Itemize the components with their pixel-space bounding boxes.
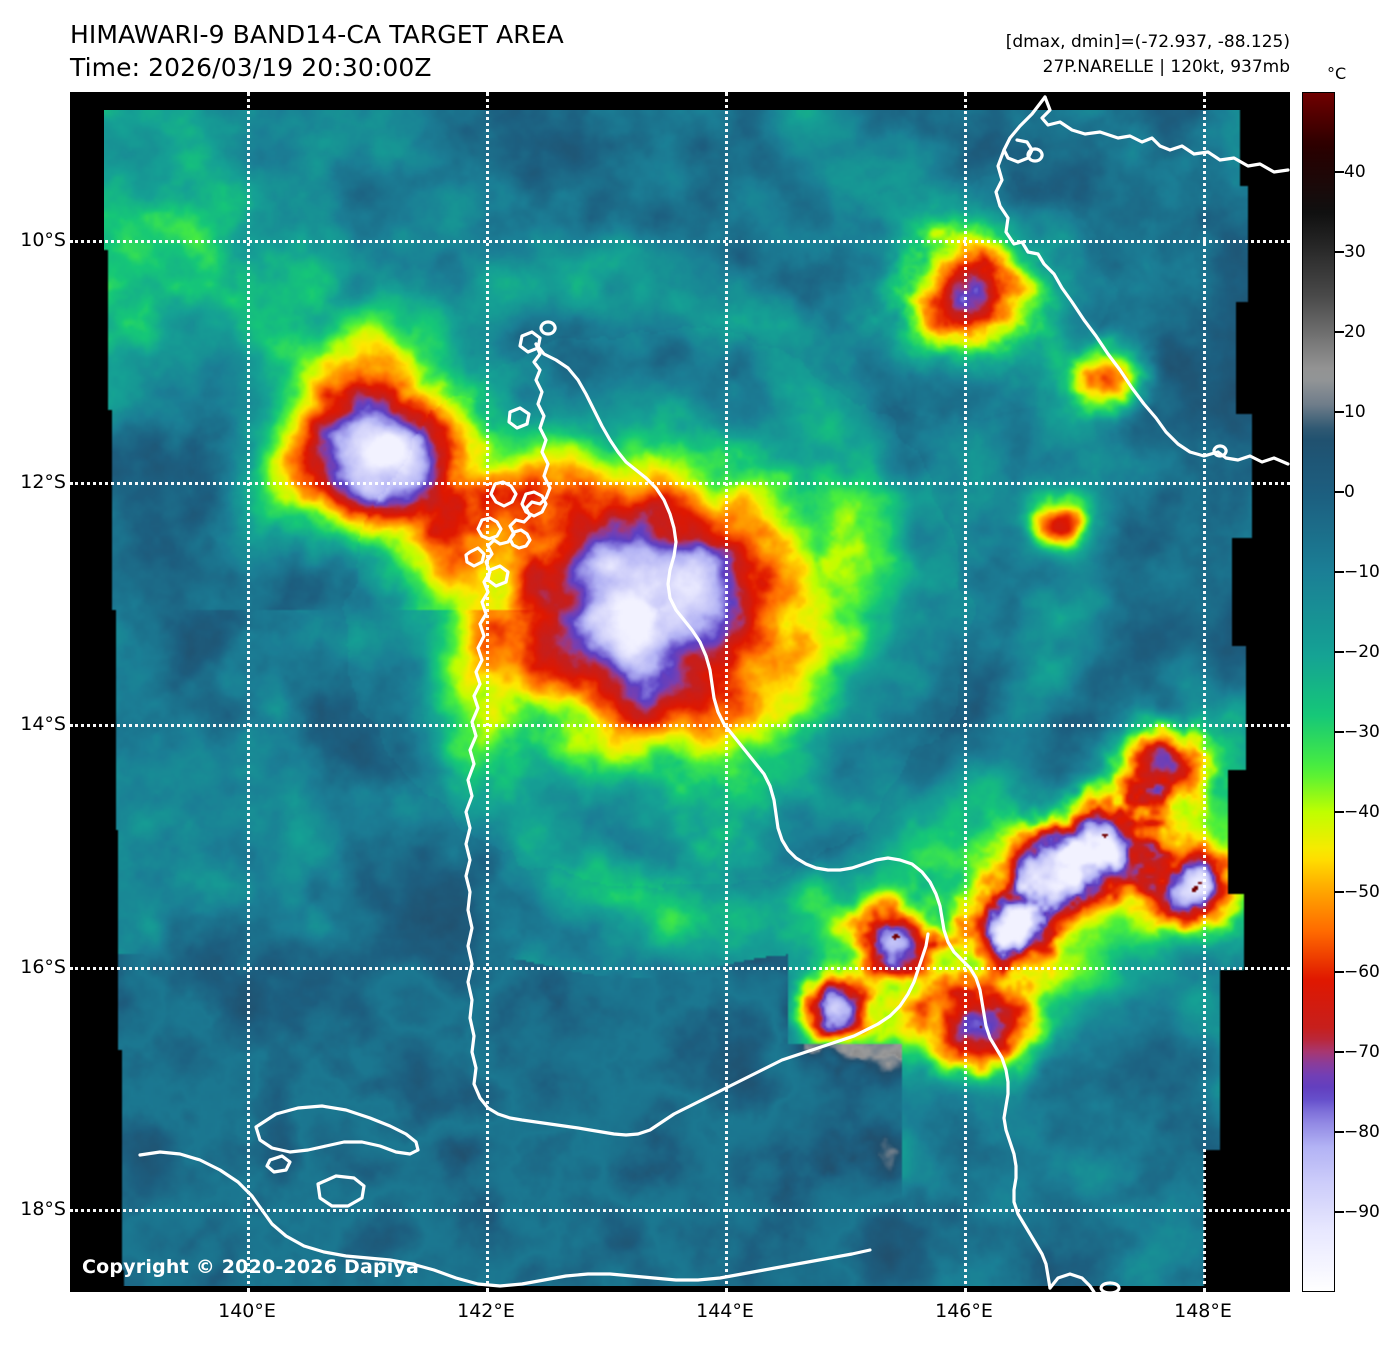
colorbar-tick-label: 40 [1344, 162, 1366, 182]
colorbar-tick-label: −50 [1344, 882, 1380, 902]
colorbar-tick-mark [1335, 811, 1344, 813]
title-line-1: HIMAWARI-9 BAND14-CA TARGET AREA [70, 20, 564, 49]
colorbar-tick-mark [1335, 571, 1344, 573]
colorbar-tick-mark [1335, 251, 1344, 253]
ytick-label: 14°S [20, 713, 66, 735]
colorbar-tick-mark [1335, 891, 1344, 893]
satellite-raster-wrap [104, 110, 1256, 1286]
ytick-label: 10°S [20, 229, 66, 251]
ytick-label: 12°S [20, 471, 66, 493]
colorbar-tick-label: −60 [1344, 962, 1380, 982]
colorbar-tick-mark [1335, 651, 1344, 653]
colorbar-gradient [1303, 93, 1334, 1291]
colorbar-tick-mark [1335, 411, 1344, 413]
colorbar-tick-label: −20 [1344, 642, 1380, 662]
copyright-notice: Copyright © 2020-2026 Dapiya [82, 1256, 420, 1278]
temperature-colorbar[interactable] [1302, 92, 1335, 1292]
satellite-image-panel[interactable]: Copyright © 2020-2026 Dapiya [70, 92, 1290, 1292]
colorbar-tick-mark [1335, 491, 1344, 493]
title-line-2: Time: 2026/03/19 20:30:00Z [70, 53, 432, 82]
colorbar-tick-mark [1335, 331, 1344, 333]
colorbar-tick-mark [1335, 731, 1344, 733]
colorbar-tick-label: −80 [1344, 1122, 1380, 1142]
colorbar-tick-label: −70 [1344, 1042, 1380, 1062]
xtick-label: 148°E [1174, 1300, 1232, 1322]
colorbar-tick-label: −10 [1344, 562, 1380, 582]
data-minmax-label: [dmax, dmin]=(-72.937, -88.125) [1005, 32, 1290, 52]
colorbar-tick-mark [1335, 171, 1344, 173]
satellite-infrared-raster [104, 110, 1256, 1286]
xtick-label: 144°E [696, 1300, 754, 1322]
colorbar-tick-mark [1335, 971, 1344, 973]
xtick-label: 146°E [935, 1300, 993, 1322]
colorbar-tick-label: 10 [1344, 402, 1366, 422]
ytick-label: 16°S [20, 956, 66, 978]
colorbar-tick-mark [1335, 1051, 1344, 1053]
xtick-label: 142°E [457, 1300, 515, 1322]
colorbar-unit-label: °C [1327, 64, 1347, 83]
colorbar-tick-mark [1335, 1211, 1344, 1213]
ytick-label: 18°S [20, 1198, 66, 1220]
coastline-overlay [138, 95, 1290, 1292]
metadata-block: [dmax, dmin]=(-72.937, -88.125) 27P.NARE… [1006, 30, 1290, 79]
colorbar-tick-label: 20 [1344, 322, 1366, 342]
colorbar-tick-label: −90 [1344, 1202, 1380, 1222]
colorbar-tick-label: 30 [1344, 242, 1366, 262]
page-title: HIMAWARI-9 BAND14-CA TARGET AREA Time: 2… [70, 18, 564, 84]
colorbar-tick-label: −30 [1344, 722, 1380, 742]
xtick-label: 140°E [218, 1300, 276, 1322]
colorbar-tick-label: 0 [1344, 482, 1355, 502]
colorbar-tick-label: −40 [1344, 802, 1380, 822]
colorbar-tick-mark [1335, 1131, 1344, 1133]
storm-info-label: 27P.NARELLE | 120kt, 937mb [1042, 56, 1290, 77]
